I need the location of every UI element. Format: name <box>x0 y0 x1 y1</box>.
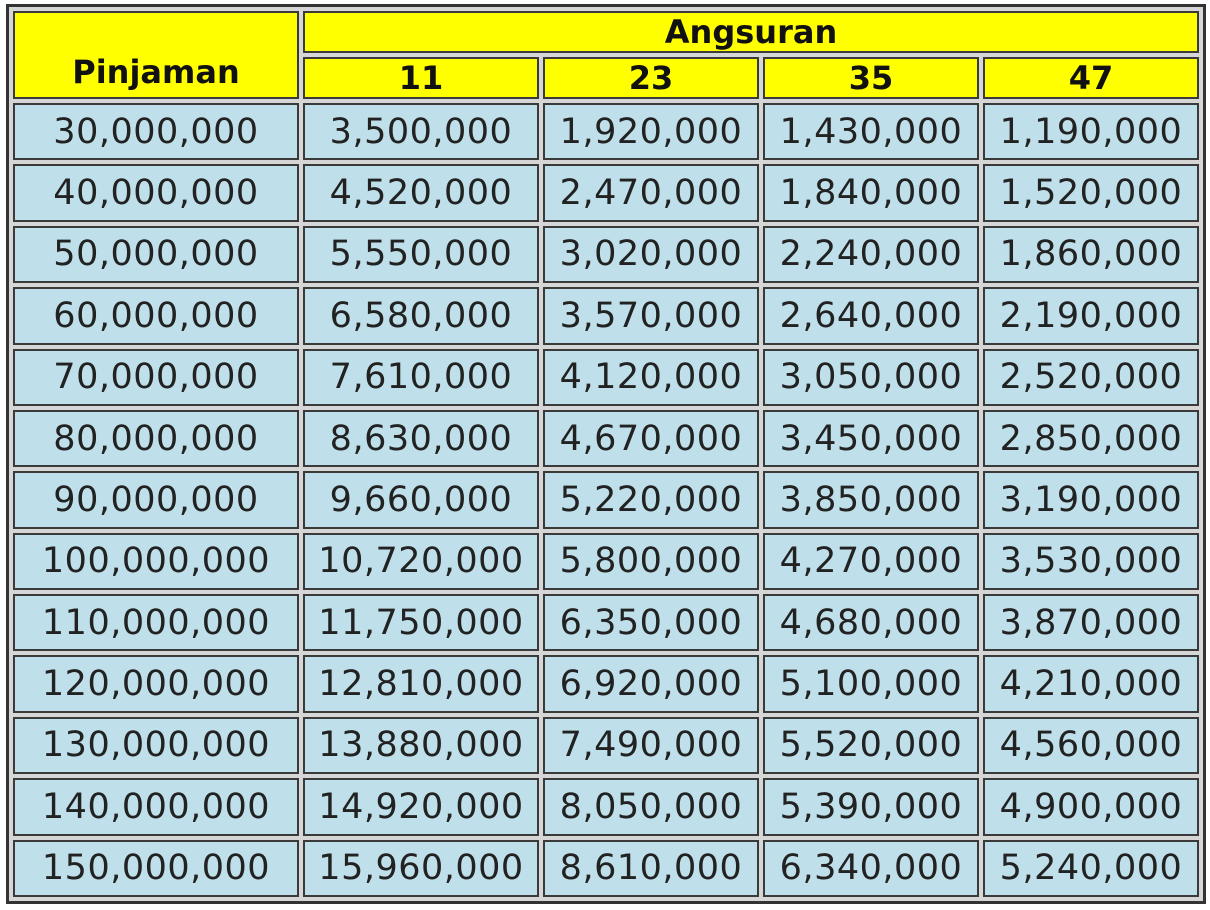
installment: 7,490,000 <box>543 716 759 775</box>
installment: 2,470,000 <box>543 164 759 222</box>
installment: 15,960,000 <box>303 839 539 897</box>
installment: 3,500,000 <box>303 103 539 161</box>
loan-amount: 120,000,000 <box>13 655 299 713</box>
loan-amount: 30,000,000 <box>13 103 299 161</box>
installment: 1,520,000 <box>983 164 1199 222</box>
installment: 9,660,000 <box>303 471 539 529</box>
installment: 6,920,000 <box>543 655 759 713</box>
loan-amount: 140,000,000 <box>13 778 299 836</box>
installment: 3,870,000 <box>983 594 1199 652</box>
installment: 6,350,000 <box>543 594 759 652</box>
installment: 12,810,000 <box>303 655 539 713</box>
installment: 8,050,000 <box>543 778 759 836</box>
installment: 1,860,000 <box>983 225 1199 284</box>
installment: 2,190,000 <box>983 287 1199 345</box>
loan-amount: 60,000,000 <box>13 287 299 345</box>
installment: 5,220,000 <box>543 471 759 529</box>
row-header: Pinjaman <box>13 11 299 99</box>
loan-table: Pinjaman Angsuran 11 23 35 47 30,000,000 3,5… <box>6 4 1206 904</box>
installment: 3,450,000 <box>763 409 979 468</box>
installment: 4,270,000 <box>763 532 979 590</box>
installment: 7,610,000 <box>303 348 539 406</box>
table-row: 60,000,000 6,580,000 3,570,000 2,640,000 2,1… <box>13 287 1199 345</box>
installment: 5,520,000 <box>763 716 979 775</box>
installment: 5,240,000 <box>983 839 1199 897</box>
loan-amount: 40,000,000 <box>13 164 299 222</box>
installment: 2,850,000 <box>983 409 1199 468</box>
table-row: 40,000,000 4,520,000 2,470,000 1,840,000 1,5… <box>13 164 1199 222</box>
installment: 3,570,000 <box>543 287 759 345</box>
table-row: 30,000,000 3,500,000 1,920,000 1,430,000 1,1… <box>13 103 1199 161</box>
loan-amount: 150,000,000 <box>13 839 299 897</box>
loan-amount: 110,000,000 <box>13 594 299 652</box>
installment: 4,560,000 <box>983 716 1199 775</box>
installment: 3,050,000 <box>763 348 979 406</box>
loan-amount: 90,000,000 <box>13 471 299 529</box>
installment: 3,850,000 <box>763 471 979 529</box>
installment: 1,430,000 <box>763 103 979 161</box>
installment: 6,340,000 <box>763 839 979 897</box>
installment: 3,190,000 <box>983 471 1199 529</box>
loan-amount: 130,000,000 <box>13 716 299 775</box>
installment: 5,550,000 <box>303 225 539 284</box>
installment: 3,530,000 <box>983 532 1199 590</box>
table-row: 100,000,000 10,720,000 5,800,000 4,270,000 3… <box>13 532 1199 590</box>
loan-amount: 80,000,000 <box>13 409 299 468</box>
table-row: 110,000,000 11,750,000 6,350,000 4,680,000 3… <box>13 594 1199 652</box>
installment: 5,800,000 <box>543 532 759 590</box>
loan-amount: 70,000,000 <box>13 348 299 406</box>
installment: 4,680,000 <box>763 594 979 652</box>
installment: 5,100,000 <box>763 655 979 713</box>
table-row: 70,000,000 7,610,000 4,120,000 3,050,000 2,5… <box>13 348 1199 406</box>
installment: 6,580,000 <box>303 287 539 345</box>
column-header: 23 <box>543 57 759 99</box>
installment: 1,840,000 <box>763 164 979 222</box>
installment: 8,610,000 <box>543 839 759 897</box>
table-row: 150,000,000 15,960,000 8,610,000 6,340,000 5… <box>13 839 1199 897</box>
installment: 4,210,000 <box>983 655 1199 713</box>
installment: 4,670,000 <box>543 409 759 468</box>
column-header: 35 <box>763 57 979 99</box>
installment: 13,880,000 <box>303 716 539 775</box>
installment: 4,120,000 <box>543 348 759 406</box>
installment: 1,190,000 <box>983 103 1199 161</box>
installment: 1,920,000 <box>543 103 759 161</box>
installment: 2,640,000 <box>763 287 979 345</box>
table-body: 30,000,000 3,500,000 1,920,000 1,430,000 1,1… <box>13 103 1199 897</box>
column-header: 11 <box>303 57 539 99</box>
installment: 14,920,000 <box>303 778 539 836</box>
table-row: 80,000,000 8,630,000 4,670,000 3,450,000 2,8… <box>13 409 1199 468</box>
installment: 3,020,000 <box>543 225 759 284</box>
loan-amount: 100,000,000 <box>13 532 299 590</box>
column-header-row: 11 23 35 47 <box>13 57 1199 99</box>
installment: 5,390,000 <box>763 778 979 836</box>
table-row: 130,000,000 13,880,000 7,490,000 5,520,000 4… <box>13 716 1199 775</box>
installment: 8,630,000 <box>303 409 539 468</box>
table-row: 140,000,000 14,920,000 8,050,000 5,390,000 4… <box>13 778 1199 836</box>
installment: 10,720,000 <box>303 532 539 590</box>
installment: 11,750,000 <box>303 594 539 652</box>
header-row: Pinjaman Angsuran <box>13 11 1199 99</box>
table-row: 120,000,000 12,810,000 6,920,000 5,100,000 4… <box>13 655 1199 713</box>
loan-amount: 50,000,000 <box>13 225 299 284</box>
installment: 4,900,000 <box>983 778 1199 836</box>
installment: 2,240,000 <box>763 225 979 284</box>
installment: 4,520,000 <box>303 164 539 222</box>
column-header: 47 <box>983 57 1199 99</box>
group-header: Angsuran <box>303 11 1199 53</box>
table-row: 90,000,000 9,660,000 5,220,000 3,850,000 3,1… <box>13 471 1199 529</box>
installment: 2,520,000 <box>983 348 1199 406</box>
table-row: 50,000,000 5,550,000 3,020,000 2,240,000 1,8… <box>13 225 1199 284</box>
